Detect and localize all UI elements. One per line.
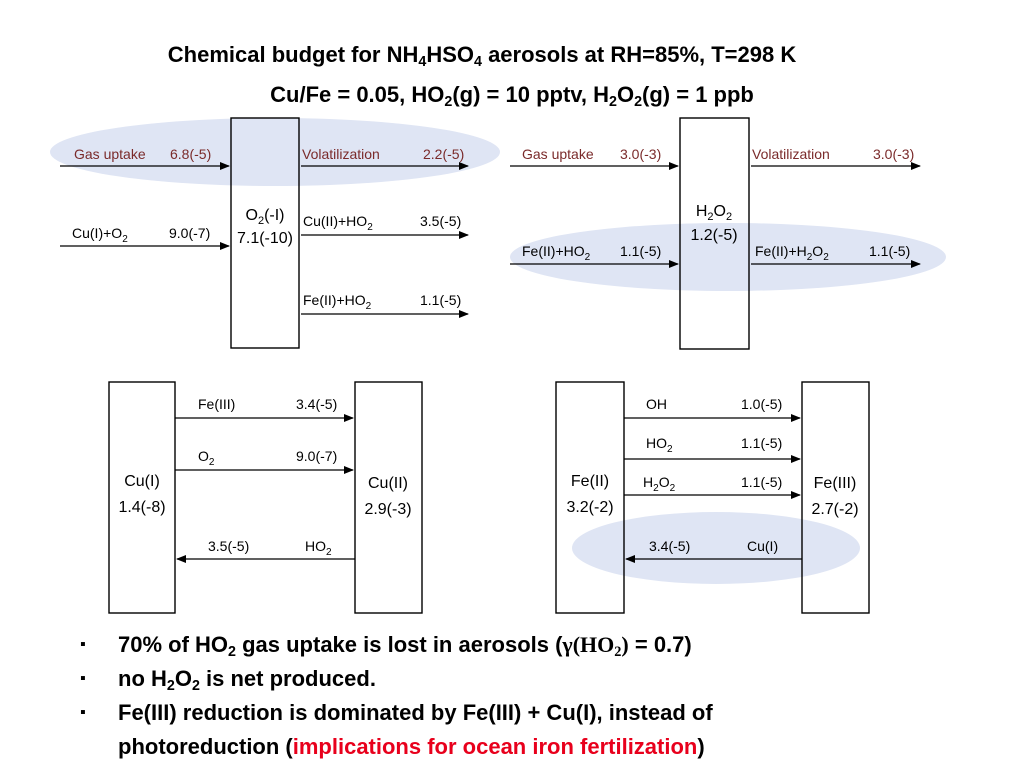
cu2-box-name: Cu(II) — [368, 475, 408, 492]
panel-cu: Cu(I) 1.4(-8) Cu(II) 2.9(-3) Fe(III) 3.4… — [108, 381, 423, 614]
fe-oh-value: 1.0(-5) — [741, 396, 782, 412]
cu2-box-value: 2.9(-3) — [364, 501, 411, 518]
o2-gas-uptake-label: Gas uptake — [74, 146, 146, 162]
h2o2-gas-uptake-value: 3.0(-3) — [620, 146, 661, 162]
h2o2-fe-h2o2-label: Fe(II)+H2O2 — [755, 243, 829, 263]
panel-fe: Fe(II) 3.2(-2) Fe(III) 2.7(-2) OH 1.0(-5… — [555, 381, 870, 614]
cu-o2-label: O2 — [198, 448, 215, 468]
highlight-h2o2-fe — [510, 223, 946, 291]
o2-volatilization-label: Volatilization — [302, 146, 380, 162]
cu-ho2-label: HO2 — [305, 538, 332, 558]
h2o2-fe-ho2-value: 1.1(-5) — [620, 243, 661, 259]
h2o2-box-value: 1.2(-5) — [690, 227, 737, 244]
conclusions-list: ▪ 70% of HO2 gas uptake is lost in aeroso… — [80, 628, 980, 764]
o2-cu-o2-label: Cu(I)+O2 — [72, 225, 128, 245]
bullet-ho2-uptake: ▪ 70% of HO2 gas uptake is lost in aeroso… — [80, 628, 980, 662]
fe3-box-name: Fe(III) — [814, 475, 857, 492]
o2-volatilization-value: 2.2(-5) — [423, 146, 464, 162]
cu1-box-name: Cu(I) — [124, 473, 160, 490]
fe-cu1-value: 3.4(-5) — [649, 538, 690, 554]
panel-h2o2: H2O2 1.2(-5) Gas uptake 3.0(-3) Volatili… — [510, 117, 921, 350]
fe-ho2-label: HO2 — [646, 435, 673, 455]
highlight-o2-gas — [50, 118, 500, 186]
h2o2-volatilization-value: 3.0(-3) — [873, 146, 914, 162]
fe2-box — [555, 381, 625, 614]
fe2-box-value: 3.2(-2) — [566, 499, 613, 516]
o2-cu-o2-value: 9.0(-7) — [169, 225, 210, 241]
fe2-box-name: Fe(II) — [571, 473, 609, 490]
bullet-marker: ▪ — [80, 704, 86, 721]
bullet-fe-reduction: ▪ Fe(III) reduction is dominated by Fe(II… — [80, 696, 980, 764]
fe3-box — [801, 381, 870, 614]
o2-cu-ho2-label: Cu(II)+HO2 — [303, 213, 373, 233]
fe-cu1-label: Cu(I) — [747, 538, 778, 554]
fe-ho2-value: 1.1(-5) — [741, 435, 782, 451]
panel-o2: O2(-I) 7.1(-10) Gas uptake 6.8(-5) Volat… — [60, 117, 469, 349]
cu2-box — [354, 381, 423, 614]
fe3-box-value: 2.7(-2) — [811, 501, 858, 518]
cu-o2-value: 9.0(-7) — [296, 448, 337, 464]
o2-box-label: O2(-I) — [245, 207, 284, 227]
bullet-marker: ▪ — [80, 636, 86, 653]
highlight-fe-cu — [572, 512, 860, 584]
fe-h2o2-value: 1.1(-5) — [741, 474, 782, 490]
h2o2-box — [679, 117, 750, 350]
cu-ho2-value: 3.5(-5) — [208, 538, 249, 554]
o2-fe-ho2-value: 1.1(-5) — [420, 292, 461, 308]
fe-oh-label: OH — [646, 396, 667, 412]
cu1-box-value: 1.4(-8) — [118, 499, 165, 516]
h2o2-gas-uptake-label: Gas uptake — [522, 146, 594, 162]
h2o2-box-label: H2O2 — [696, 203, 732, 223]
o2-cu-ho2-value: 3.5(-5) — [420, 213, 461, 229]
o2-fe-ho2-label: Fe(II)+HO2 — [303, 292, 372, 312]
title-line-2: Cu/Fe = 0.05, HO2(g) = 10 pptv, H2O2(g) … — [270, 82, 754, 110]
cu-fe3-label: Fe(III) — [198, 396, 235, 412]
cu1-box — [108, 381, 176, 614]
o2-box-value: 7.1(-10) — [237, 230, 293, 247]
o2-box — [230, 117, 300, 349]
bullet-h2o2: ▪ no H2O2 is net produced. — [80, 662, 980, 696]
cu-fe3-value: 3.4(-5) — [296, 396, 337, 412]
h2o2-volatilization-label: Volatilization — [752, 146, 830, 162]
fe-h2o2-label: H2O2 — [643, 474, 676, 494]
title-line-1: Chemical budget for NH4HSO4 aerosols at … — [167, 42, 797, 70]
h2o2-fe-h2o2-value: 1.1(-5) — [869, 243, 910, 259]
h2o2-fe-ho2-label: Fe(II)+HO2 — [522, 243, 591, 263]
bullet-marker: ▪ — [80, 670, 86, 687]
o2-gas-uptake-value: 6.8(-5) — [170, 146, 211, 162]
implications-text: implications for ocean iron fertilizatio… — [292, 734, 698, 759]
